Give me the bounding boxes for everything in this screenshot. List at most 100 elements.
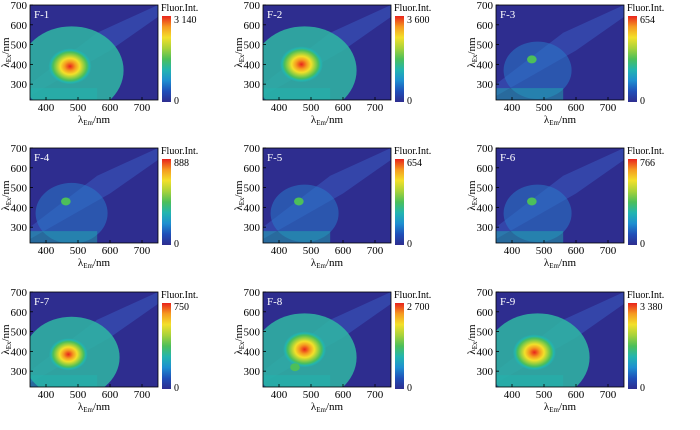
colorbar	[162, 159, 171, 245]
y-tick-label: 300	[11, 79, 28, 91]
y-tick-label: 300	[244, 222, 261, 234]
x-axis-label: λEm/nm	[78, 401, 111, 414]
panel-title: F-7	[34, 296, 50, 308]
y-tick-label: 400	[477, 346, 494, 358]
x-tick-label: 600	[102, 389, 119, 401]
x-tick-label: 600	[568, 102, 585, 114]
x-tick-label: 600	[102, 102, 119, 114]
x-tick-label: 700	[134, 102, 151, 114]
x-tick-label: 600	[335, 245, 352, 257]
y-axis-label: λEx/nm	[466, 180, 479, 211]
colorbar-min-label: 0	[640, 96, 645, 107]
colorbar-title: Fluor.Int.	[161, 3, 198, 14]
low-excitation-band	[496, 375, 564, 387]
colorbar-min-label: 0	[174, 96, 179, 107]
peak-marker	[48, 338, 88, 371]
y-tick-label: 600	[11, 20, 28, 32]
x-tick-label: 400	[38, 102, 55, 114]
x-tick-label: 400	[38, 245, 55, 257]
y-tick-label: 600	[244, 163, 261, 175]
eem-panel-f-2: F-2 400 500 600 700 300 400 500 600 700 λEm/nm λEx/…	[233, 0, 431, 127]
x-tick-label: 700	[134, 389, 151, 401]
y-tick-label: 400	[477, 202, 494, 214]
x-axis-label: λEm/nm	[544, 401, 577, 414]
x-tick-label: 400	[38, 389, 55, 401]
peak-marker	[527, 55, 537, 64]
y-tick-label: 500	[477, 40, 494, 52]
x-tick-label: 400	[271, 245, 288, 257]
peak-marker	[279, 46, 323, 83]
x-tick-label: 600	[335, 389, 352, 401]
x-tick-label: 700	[367, 245, 384, 257]
colorbar	[395, 159, 404, 245]
colorbar-title: Fluor.Int.	[394, 290, 431, 301]
colorbar-title: Fluor.Int.	[627, 3, 664, 14]
y-tick-label: 700	[11, 287, 28, 299]
y-tick-label: 400	[11, 59, 28, 71]
colorbar-max-label: 654	[407, 158, 422, 169]
panel-title: F-2	[267, 9, 282, 21]
y-axis-label: λEx/nm	[233, 324, 246, 355]
colorbar	[395, 303, 404, 389]
eem-panel-f-5: F-5 400 500 600 700 300 400 500 600 700 λEm/nm λEx/…	[233, 143, 431, 270]
y-tick-label: 600	[244, 307, 261, 319]
x-tick-label: 500	[303, 102, 320, 114]
low-excitation-band	[263, 88, 331, 100]
y-tick-label: 600	[477, 163, 494, 175]
low-excitation-band	[496, 88, 564, 100]
eem-panel-f-1: F-1 400 500 600 700 300 400 500 600 700 λEm/nm λEx/…	[0, 0, 198, 127]
low-excitation-band	[30, 375, 98, 387]
y-tick-label: 700	[477, 0, 494, 12]
x-tick-label: 600	[335, 102, 352, 114]
peak-marker	[283, 331, 327, 368]
plot-frame	[262, 147, 392, 244]
x-axis-label: λEm/nm	[311, 257, 344, 270]
colorbar-max-label: 3 380	[640, 302, 663, 313]
x-tick-label: 700	[134, 245, 151, 257]
plot-frame	[29, 291, 159, 388]
fluorescence-region	[503, 184, 572, 243]
x-tick-label: 600	[568, 245, 585, 257]
x-axis-label: λEm/nm	[311, 401, 344, 414]
peak-marker	[61, 197, 71, 206]
low-excitation-band	[263, 231, 331, 243]
colorbar	[628, 16, 637, 102]
peak-marker	[527, 197, 537, 206]
y-axis-label: λEx/nm	[233, 180, 246, 211]
peak-marker	[512, 334, 557, 371]
colorbar-min-label: 0	[174, 383, 179, 394]
colorbar	[162, 303, 171, 389]
y-tick-label: 700	[244, 0, 261, 12]
y-tick-label: 300	[477, 366, 494, 378]
y-tick-label: 600	[11, 307, 28, 319]
panel-title: F-6	[500, 152, 516, 164]
y-tick-label: 700	[477, 287, 494, 299]
fluorescence-region	[503, 41, 572, 100]
y-tick-label: 700	[11, 143, 28, 155]
y-tick-label: 400	[244, 59, 261, 71]
colorbar-min-label: 0	[407, 383, 412, 394]
y-tick-label: 700	[244, 287, 261, 299]
y-tick-label: 400	[477, 59, 494, 71]
x-tick-label: 400	[271, 102, 288, 114]
y-tick-label: 300	[244, 79, 261, 91]
y-tick-label: 400	[11, 202, 28, 214]
x-tick-label: 500	[536, 102, 553, 114]
x-tick-label: 700	[600, 102, 617, 114]
colorbar-max-label: 2 700	[407, 302, 430, 313]
y-tick-label: 500	[11, 40, 28, 52]
panel-title: F-8	[267, 296, 283, 308]
x-tick-label: 600	[102, 245, 119, 257]
panel-title: F-4	[34, 152, 50, 164]
x-tick-label: 600	[568, 389, 585, 401]
fluorescence-region	[35, 182, 108, 243]
y-axis-label: λEx/nm	[466, 324, 479, 355]
y-tick-label: 500	[477, 327, 494, 339]
eem-panel-f-4: F-4 400 500 600 700 300 400 500 600 700 λEm/nm λEx/…	[0, 143, 198, 270]
panel-title: F-3	[500, 9, 516, 21]
plot-frame	[29, 147, 159, 244]
x-tick-label: 700	[367, 102, 384, 114]
y-tick-label: 600	[477, 307, 494, 319]
y-tick-label: 400	[244, 202, 261, 214]
